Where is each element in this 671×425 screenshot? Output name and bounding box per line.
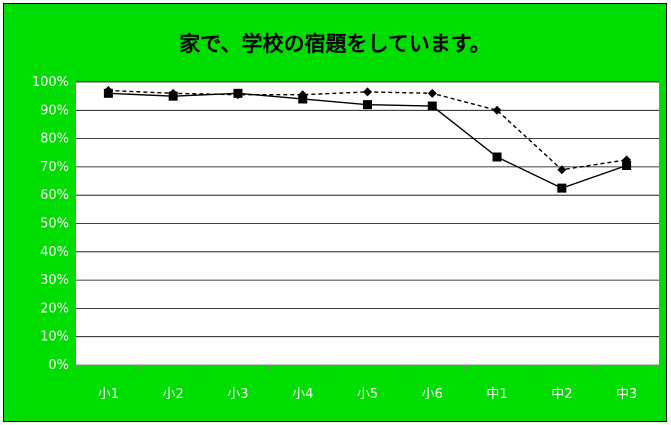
data-point (492, 105, 502, 115)
x-tick-label: 小4 (292, 387, 313, 402)
data-point (427, 101, 437, 111)
data-point (103, 85, 113, 95)
y-tick-label: 20% (40, 301, 69, 316)
data-point (168, 88, 178, 98)
y-tick-label: 10% (40, 330, 69, 345)
y-tick-label: 50% (40, 217, 69, 232)
x-tick-label: 小3 (227, 387, 248, 402)
y-tick-label: 90% (40, 103, 69, 118)
y-tick-label: 80% (40, 132, 69, 147)
x-tick-label: 小6 (422, 387, 443, 402)
data-point (557, 165, 567, 175)
y-tick-label: 60% (40, 188, 69, 203)
y-tick-label: 40% (40, 245, 69, 260)
data-point (363, 100, 372, 110)
data-point (427, 88, 437, 98)
data-point (557, 183, 567, 193)
data-point (622, 160, 632, 170)
x-tick-label: 中1 (486, 387, 507, 402)
y-tick-label: 100% (32, 75, 69, 90)
x-tick-label: 小5 (357, 387, 378, 402)
y-tick-label: 30% (40, 273, 69, 288)
line-chart: 100% 90% 80% 70% 60% 50% 40% 30% 20% 10% 0% 小1 小2 小3 小… (32, 75, 660, 402)
x-tick-label: 中2 (551, 387, 572, 402)
chart-frame: 家で、学校の宿題をしています。 100% 90% 80% 70% 60% 50% 40% 30… (3, 3, 667, 422)
chart-title: 家で、学校の宿題をしています。 (179, 32, 491, 56)
data-point (298, 90, 308, 100)
data-point (492, 152, 502, 162)
y-tick-label: 70% (40, 160, 69, 175)
data-point (622, 155, 632, 165)
y-tick-label: 0% (48, 358, 69, 373)
data-point (233, 90, 243, 100)
data-point (363, 87, 372, 97)
x-tick-label: 小2 (163, 387, 184, 402)
x-tick-label: 中3 (616, 387, 637, 402)
x-tick-label: 小1 (98, 387, 119, 402)
